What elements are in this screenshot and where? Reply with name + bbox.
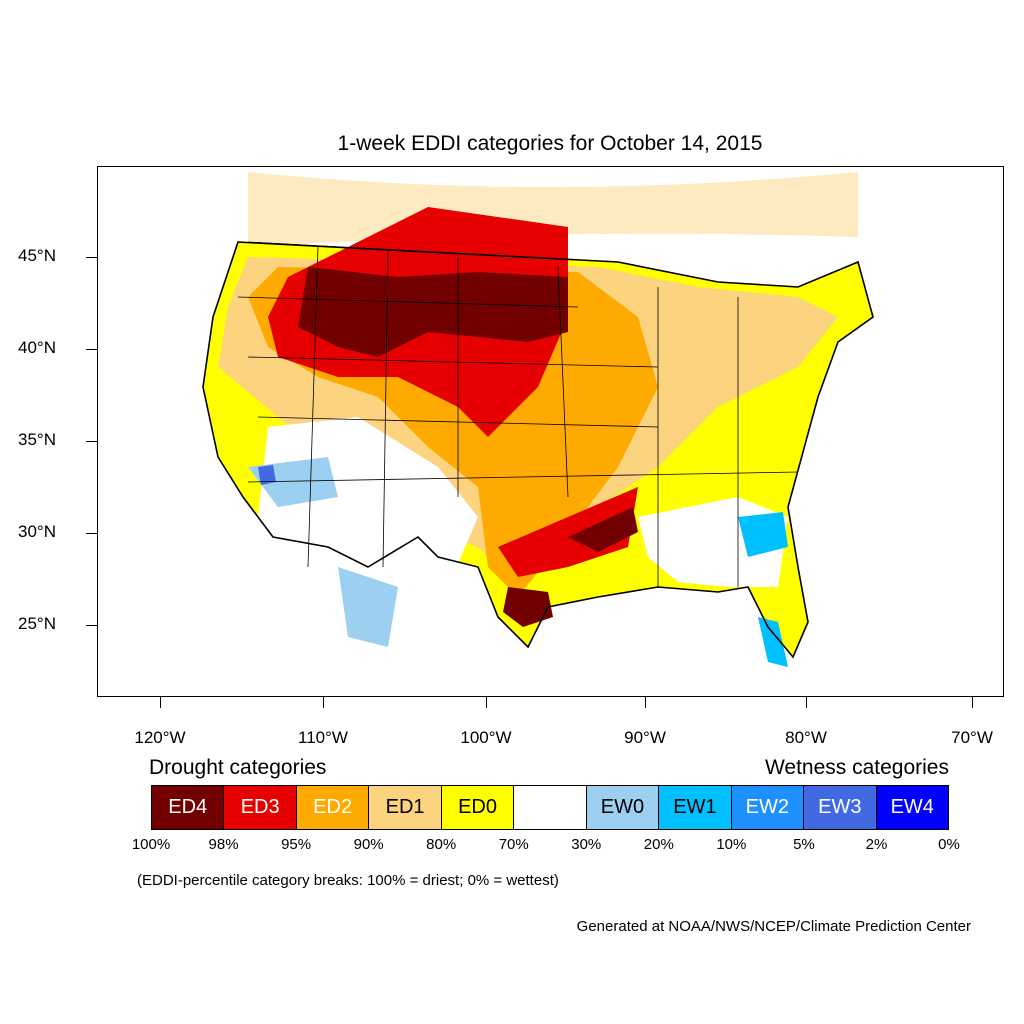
lon-tick: [486, 697, 487, 708]
lon-tick: [323, 697, 324, 708]
ew3-nevada: [258, 465, 276, 485]
category-note: (EDDI-percentile category breaks: 100% =…: [137, 872, 559, 889]
ed4-texas: [503, 587, 553, 627]
legend-box-ew2: EW2: [731, 786, 805, 829]
percent-break-label: 70%: [498, 836, 529, 853]
drought-heading: Drought categories: [149, 756, 327, 779]
lat-tick: [86, 441, 97, 442]
lat-tick: [86, 533, 97, 534]
lat-label-35: 35°N: [18, 430, 56, 449]
map-canvas: [202, 172, 874, 667]
percent-break-label: 5%: [793, 836, 815, 853]
percent-break-label: 80%: [426, 836, 457, 853]
credit-line: Generated at NOAA/NWS/NCEP/Climate Predi…: [576, 918, 971, 935]
lon-tick: [806, 697, 807, 708]
ed3-southern: [498, 487, 638, 577]
percent-break-label: 95%: [281, 836, 312, 853]
lat-label-45: 45°N: [18, 246, 56, 265]
lon-tick: [160, 697, 161, 708]
legend-colorbar: ED4 ED3 ED2 ED1 ED0 EW0 EW1 EW2 EW3 EW4: [151, 785, 949, 830]
percent-break-label: 2%: [865, 836, 888, 853]
lon-label-100: 100°W: [460, 728, 512, 747]
lat-tick: [86, 257, 97, 258]
percent-break-label: 0%: [938, 836, 960, 853]
legend-box-ew1: EW1: [659, 786, 732, 829]
map-title: 1-week EDDI categories for October 14, 2…: [337, 132, 763, 155]
lon-tick: [645, 697, 646, 708]
percent-break-label: 98%: [208, 836, 239, 853]
legend-box-ed3: ED3: [224, 786, 297, 829]
legend-box-ed0: ED0: [441, 786, 515, 829]
ed4-lower-miss: [568, 507, 638, 552]
lon-tick: [972, 697, 973, 708]
lon-label-110: 110°W: [298, 728, 348, 747]
lon-label-90: 90°W: [624, 728, 666, 747]
coastline: [202, 241, 874, 659]
legend-box-ed1: ED1: [369, 786, 442, 829]
percent-break-label: 30%: [571, 836, 602, 853]
lat-tick: [86, 625, 97, 626]
lat-label-40: 40°N: [18, 338, 56, 357]
lon-label-120: 120°W: [134, 728, 186, 747]
percent-break-label: 20%: [643, 836, 674, 853]
lat-tick: [86, 349, 97, 350]
eddi-map: [97, 166, 1004, 697]
percent-break-label: 10%: [716, 836, 747, 853]
ed4-northern-plains: [298, 267, 568, 357]
lon-label-80: 80°W: [785, 728, 827, 747]
lat-label-30: 30°N: [18, 522, 56, 541]
legend-box-ew0: EW0: [586, 786, 660, 829]
legend-box-ed2: ED2: [296, 786, 370, 829]
legend-box-ew4: EW4: [876, 786, 948, 829]
legend-box-normal: [514, 786, 587, 829]
ew1-florida: [758, 617, 788, 667]
lat-label-25: 25°N: [18, 614, 56, 633]
legend-box-ed4: ED4: [152, 786, 225, 829]
percent-break-label: 100%: [131, 836, 171, 853]
legend-box-ew3: EW3: [804, 786, 877, 829]
ew0-mexico: [338, 567, 398, 647]
lon-label-70: 70°W: [951, 728, 993, 747]
ew1-carolinas: [738, 512, 788, 557]
wetness-heading: Wetness categories: [764, 756, 949, 779]
percent-break-label: 90%: [353, 836, 384, 853]
